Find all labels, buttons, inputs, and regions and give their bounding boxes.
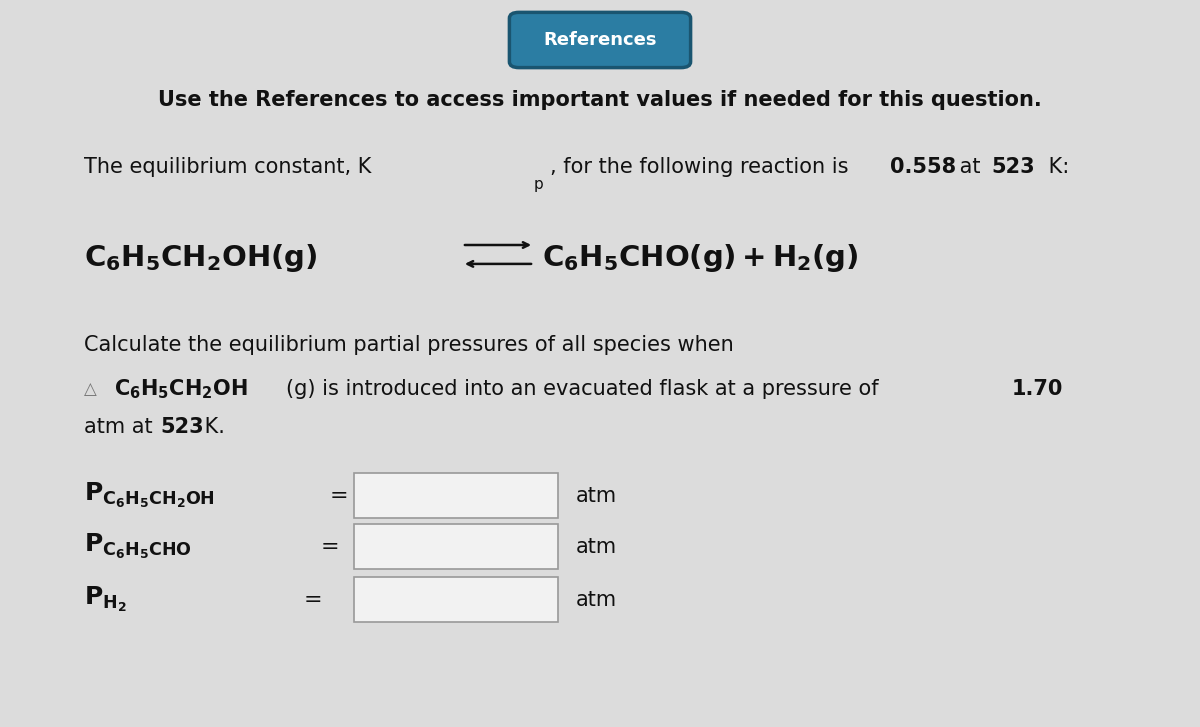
Text: △: △ bbox=[84, 380, 97, 398]
Text: atm at: atm at bbox=[84, 417, 160, 437]
Text: =: = bbox=[320, 537, 340, 557]
Text: , for the following reaction is: , for the following reaction is bbox=[550, 157, 854, 177]
Text: =: = bbox=[304, 590, 323, 610]
Text: Calculate the equilibrium partial pressures of all species when: Calculate the equilibrium partial pressu… bbox=[84, 335, 733, 356]
Text: $\mathbf{P_{C_6H_5CH_2OH}}$: $\mathbf{P_{C_6H_5CH_2OH}}$ bbox=[84, 481, 215, 510]
Text: References: References bbox=[544, 31, 656, 49]
Text: 523: 523 bbox=[991, 157, 1034, 177]
Text: K.: K. bbox=[198, 417, 224, 437]
Text: $\mathbf{C_6H_5CH_2OH}$: $\mathbf{C_6H_5CH_2OH}$ bbox=[114, 377, 247, 401]
Text: =: = bbox=[330, 486, 349, 506]
Text: p: p bbox=[533, 177, 544, 192]
Text: 523: 523 bbox=[161, 417, 204, 437]
Text: K:: K: bbox=[1042, 157, 1069, 177]
Bar bbox=[354, 473, 558, 518]
Text: $\mathbf{P_{C_6H_5CHO}}$: $\mathbf{P_{C_6H_5CHO}}$ bbox=[84, 532, 192, 561]
Bar bbox=[354, 577, 558, 622]
Text: Use the References to access important values if needed for this question.: Use the References to access important v… bbox=[158, 90, 1042, 111]
Bar bbox=[354, 524, 558, 569]
Text: $\mathbf{C_6H_5CH_2OH(g)}$: $\mathbf{C_6H_5CH_2OH(g)}$ bbox=[84, 242, 318, 274]
Text: $\mathbf{C_6H_5CHO(g) + H_2(g)}$: $\mathbf{C_6H_5CHO(g) + H_2(g)}$ bbox=[542, 242, 859, 274]
FancyBboxPatch shape bbox=[509, 12, 691, 68]
Text: 1.70: 1.70 bbox=[1012, 379, 1063, 399]
Text: 0.558: 0.558 bbox=[890, 157, 956, 177]
Text: at: at bbox=[953, 157, 986, 177]
Text: The equilibrium constant, K: The equilibrium constant, K bbox=[84, 157, 371, 177]
Text: (g) is introduced into an evacuated flask at a pressure of: (g) is introduced into an evacuated flas… bbox=[287, 379, 886, 399]
Text: atm: atm bbox=[576, 590, 617, 610]
Text: atm: atm bbox=[576, 537, 617, 557]
Text: $\mathbf{P_{H_2}}$: $\mathbf{P_{H_2}}$ bbox=[84, 585, 127, 614]
Text: atm: atm bbox=[576, 486, 617, 506]
